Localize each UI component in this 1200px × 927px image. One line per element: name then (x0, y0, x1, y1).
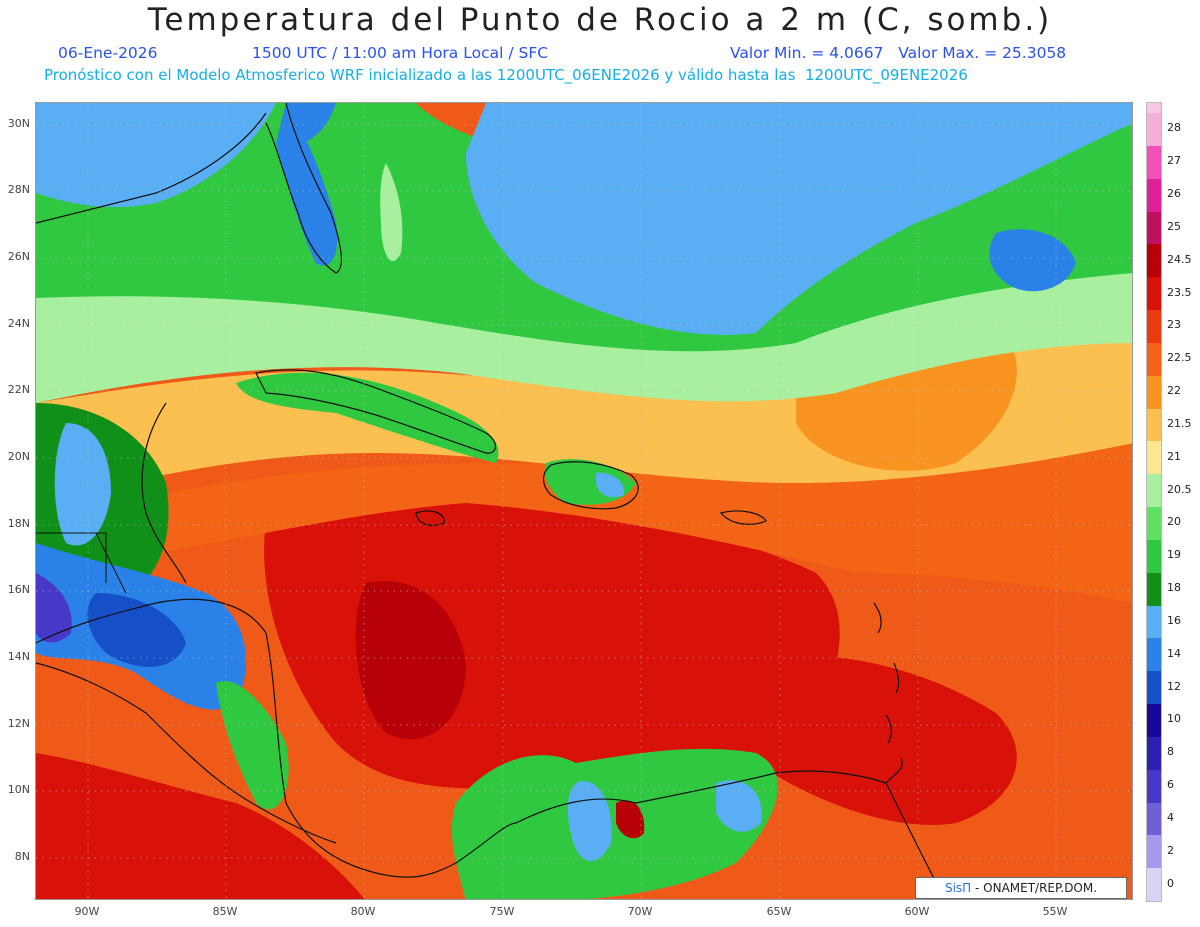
model-init-line: Pronóstico con el Modelo Atmosferico WRF… (44, 66, 968, 84)
colorbar-label: 16 (1167, 613, 1181, 627)
hispaniola-coast (542, 461, 639, 510)
colorbar-swatch (1147, 244, 1161, 278)
colorbar-swatch (1147, 736, 1161, 771)
dewpoint-map (35, 102, 1133, 900)
colorbar-swatch (1147, 145, 1161, 180)
colorbar-label: 4 (1167, 810, 1174, 824)
colorbar-label: 21 (1167, 449, 1181, 463)
onamet-logo: SisΠ - ONAMET/REP.DOM. (915, 877, 1127, 899)
colorbar-swatch (1147, 277, 1161, 311)
colorbar-swatch (1147, 408, 1161, 442)
lat-label: 26N (7, 250, 30, 263)
lat-label: 18N (7, 517, 30, 530)
lat-label: 24N (7, 317, 30, 330)
colorbar-label: 10 (1167, 712, 1181, 726)
lon-label: 55W (1042, 905, 1068, 918)
colorbar-label: 22.5 (1167, 351, 1192, 365)
colorbar-label: 27 (1167, 154, 1181, 168)
colorbar-swatch (1147, 638, 1161, 672)
colorbar-label: 18 (1167, 581, 1181, 595)
south-green (451, 748, 778, 899)
colorbar-label: 23 (1167, 318, 1181, 332)
colorbar-label: 8 (1167, 745, 1174, 759)
colorbar-swatch (1147, 835, 1161, 869)
florida-coast (265, 103, 342, 274)
puerto-rico-coast (719, 510, 767, 525)
lon-label: 70W (627, 905, 653, 918)
colorbar-label: 21.5 (1167, 416, 1192, 430)
colorbar-swatch (1147, 868, 1161, 902)
colorbar-top-swatch (1147, 103, 1161, 113)
blue-atlantic (466, 103, 1132, 335)
colorbar-label: 23.5 (1167, 285, 1192, 299)
yucatan-blue (54, 423, 111, 546)
colorbar-swatch (1147, 178, 1161, 212)
colorbar-swatch (1147, 572, 1161, 606)
colorbar-swatch (1147, 375, 1161, 409)
lon-label: 80W (350, 905, 376, 918)
colorbar-swatch (1147, 342, 1161, 377)
lat-label: 22N (7, 383, 30, 396)
lon-label: 75W (489, 905, 515, 918)
colorbar-label: 19 (1167, 548, 1181, 562)
colorbar-label: 28 (1167, 121, 1181, 135)
colorbar-swatch (1147, 671, 1161, 705)
colorbar-swatch (1147, 507, 1161, 541)
jamaica-coast (415, 510, 445, 526)
forecast-time: 1500 UTC / 11:00 am Hora Local / SFC (252, 44, 549, 62)
cuba-coast (255, 369, 496, 454)
colorbar-label: 12 (1167, 679, 1181, 693)
pale-green-band (36, 253, 1132, 403)
lon-label: 60W (904, 905, 930, 918)
lon-label: 90W (74, 905, 100, 918)
colorbar-label: 25 (1167, 219, 1181, 233)
min-max-values: Valor Min. = 4.0667 Valor Max. = 25.3058 (730, 44, 1067, 62)
colorbar-swatch (1147, 113, 1161, 147)
colorbar-label: 0 (1167, 876, 1174, 890)
lat-label: 8N (14, 850, 30, 863)
lat-label: 10N (7, 783, 30, 796)
colorbar-label: 24.5 (1167, 252, 1192, 266)
colorbar (1146, 102, 1162, 902)
colorbar-label: 6 (1167, 778, 1174, 792)
logo-text: - ONAMET/REP.DOM. (971, 881, 1098, 895)
colorbar-swatch (1147, 474, 1161, 508)
colorbar-swatch (1147, 211, 1161, 245)
cuba (236, 372, 499, 463)
colorbar-label: 22 (1167, 384, 1181, 398)
lon-label: 85W (212, 905, 238, 918)
chart-title: Temperatura del Punto de Rocio a 2 m (C,… (147, 2, 1053, 38)
colorbar-swatch (1147, 441, 1161, 475)
lat-label: 14N (7, 650, 30, 663)
colorbar-label: 14 (1167, 646, 1181, 660)
orange-band (36, 423, 1132, 603)
forecast-date: 06-Ene-2026 (58, 44, 158, 62)
colorbar-swatch (1147, 605, 1161, 639)
lat-label: 12N (7, 717, 30, 730)
colorbar-label: 26 (1167, 187, 1181, 201)
lon-label: 65W (766, 905, 792, 918)
lat-label: 30N (7, 117, 30, 130)
colorbar-swatch (1147, 310, 1161, 344)
lat-label: 16N (7, 583, 30, 596)
colorbar-swatch (1147, 539, 1161, 574)
colorbar-label: 20.5 (1167, 482, 1192, 496)
colorbar-label: 2 (1167, 843, 1174, 857)
colorbar-label: 20 (1167, 515, 1181, 529)
colorbar-swatch (1147, 769, 1161, 803)
lat-label: 28N (7, 183, 30, 196)
colorbar-swatch (1147, 802, 1161, 836)
brand-name: SisΠ (944, 881, 972, 895)
colorbar-swatch (1147, 704, 1161, 738)
lat-label: 20N (7, 450, 30, 463)
